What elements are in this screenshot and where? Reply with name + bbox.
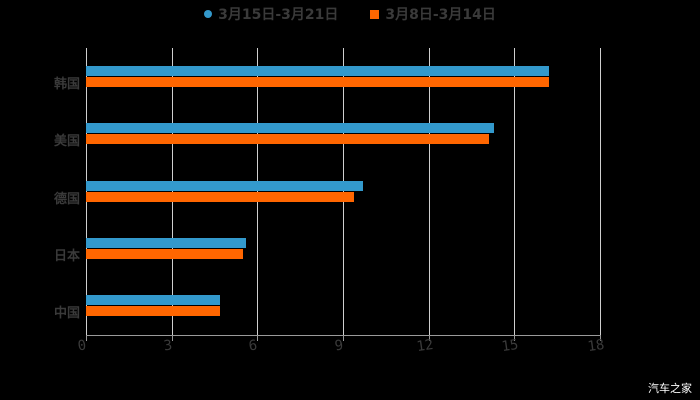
bar-series1[interactable] — [86, 65, 549, 76]
x-tick — [428, 335, 430, 341]
bar-series1[interactable] — [86, 180, 363, 191]
x-tick-label: 12 — [415, 336, 435, 356]
bar-series2[interactable] — [86, 306, 221, 317]
x-tick — [600, 335, 601, 341]
bar-series2[interactable] — [86, 248, 244, 259]
category-label: 中国 — [53, 306, 80, 322]
circle-marker-icon — [204, 10, 213, 18]
bar-series2[interactable] — [86, 76, 549, 87]
x-tick — [514, 335, 516, 341]
x-tick-label: 18 — [586, 336, 606, 356]
category-label: 美国 — [53, 134, 80, 150]
x-tick — [343, 335, 344, 341]
bar-series1[interactable] — [86, 123, 495, 134]
x-axis — [86, 335, 600, 336]
x-tick-label: 3 — [162, 337, 173, 355]
legend-item-series1[interactable]: 3月15日-3月21日 — [204, 4, 338, 24]
x-tick — [257, 335, 259, 341]
x-tick — [86, 335, 87, 341]
gridline — [600, 48, 601, 335]
x-tick-label: 15 — [500, 336, 520, 356]
chart-legend: 3月15日-3月21日 3月8日-3月14日 — [0, 4, 700, 24]
bar-series1[interactable] — [86, 237, 246, 248]
gridline — [514, 48, 516, 335]
category-label: 韩国 — [53, 76, 80, 92]
legend-label: 3月8日-3月14日 — [385, 7, 496, 23]
category-label: 日本 — [53, 248, 80, 264]
gridline — [428, 48, 430, 335]
category-label: 德国 — [53, 191, 80, 207]
x-tick — [171, 335, 173, 341]
watermark: 汽车之家 — [648, 382, 692, 395]
bar-series1[interactable] — [86, 295, 221, 306]
legend-item-series2[interactable]: 3月8日-3月14日 — [370, 4, 496, 24]
square-marker-icon — [370, 9, 380, 19]
bar-series2[interactable] — [86, 134, 489, 145]
bar-series2[interactable] — [86, 191, 355, 202]
legend-label: 3月15日-3月21日 — [218, 7, 339, 23]
